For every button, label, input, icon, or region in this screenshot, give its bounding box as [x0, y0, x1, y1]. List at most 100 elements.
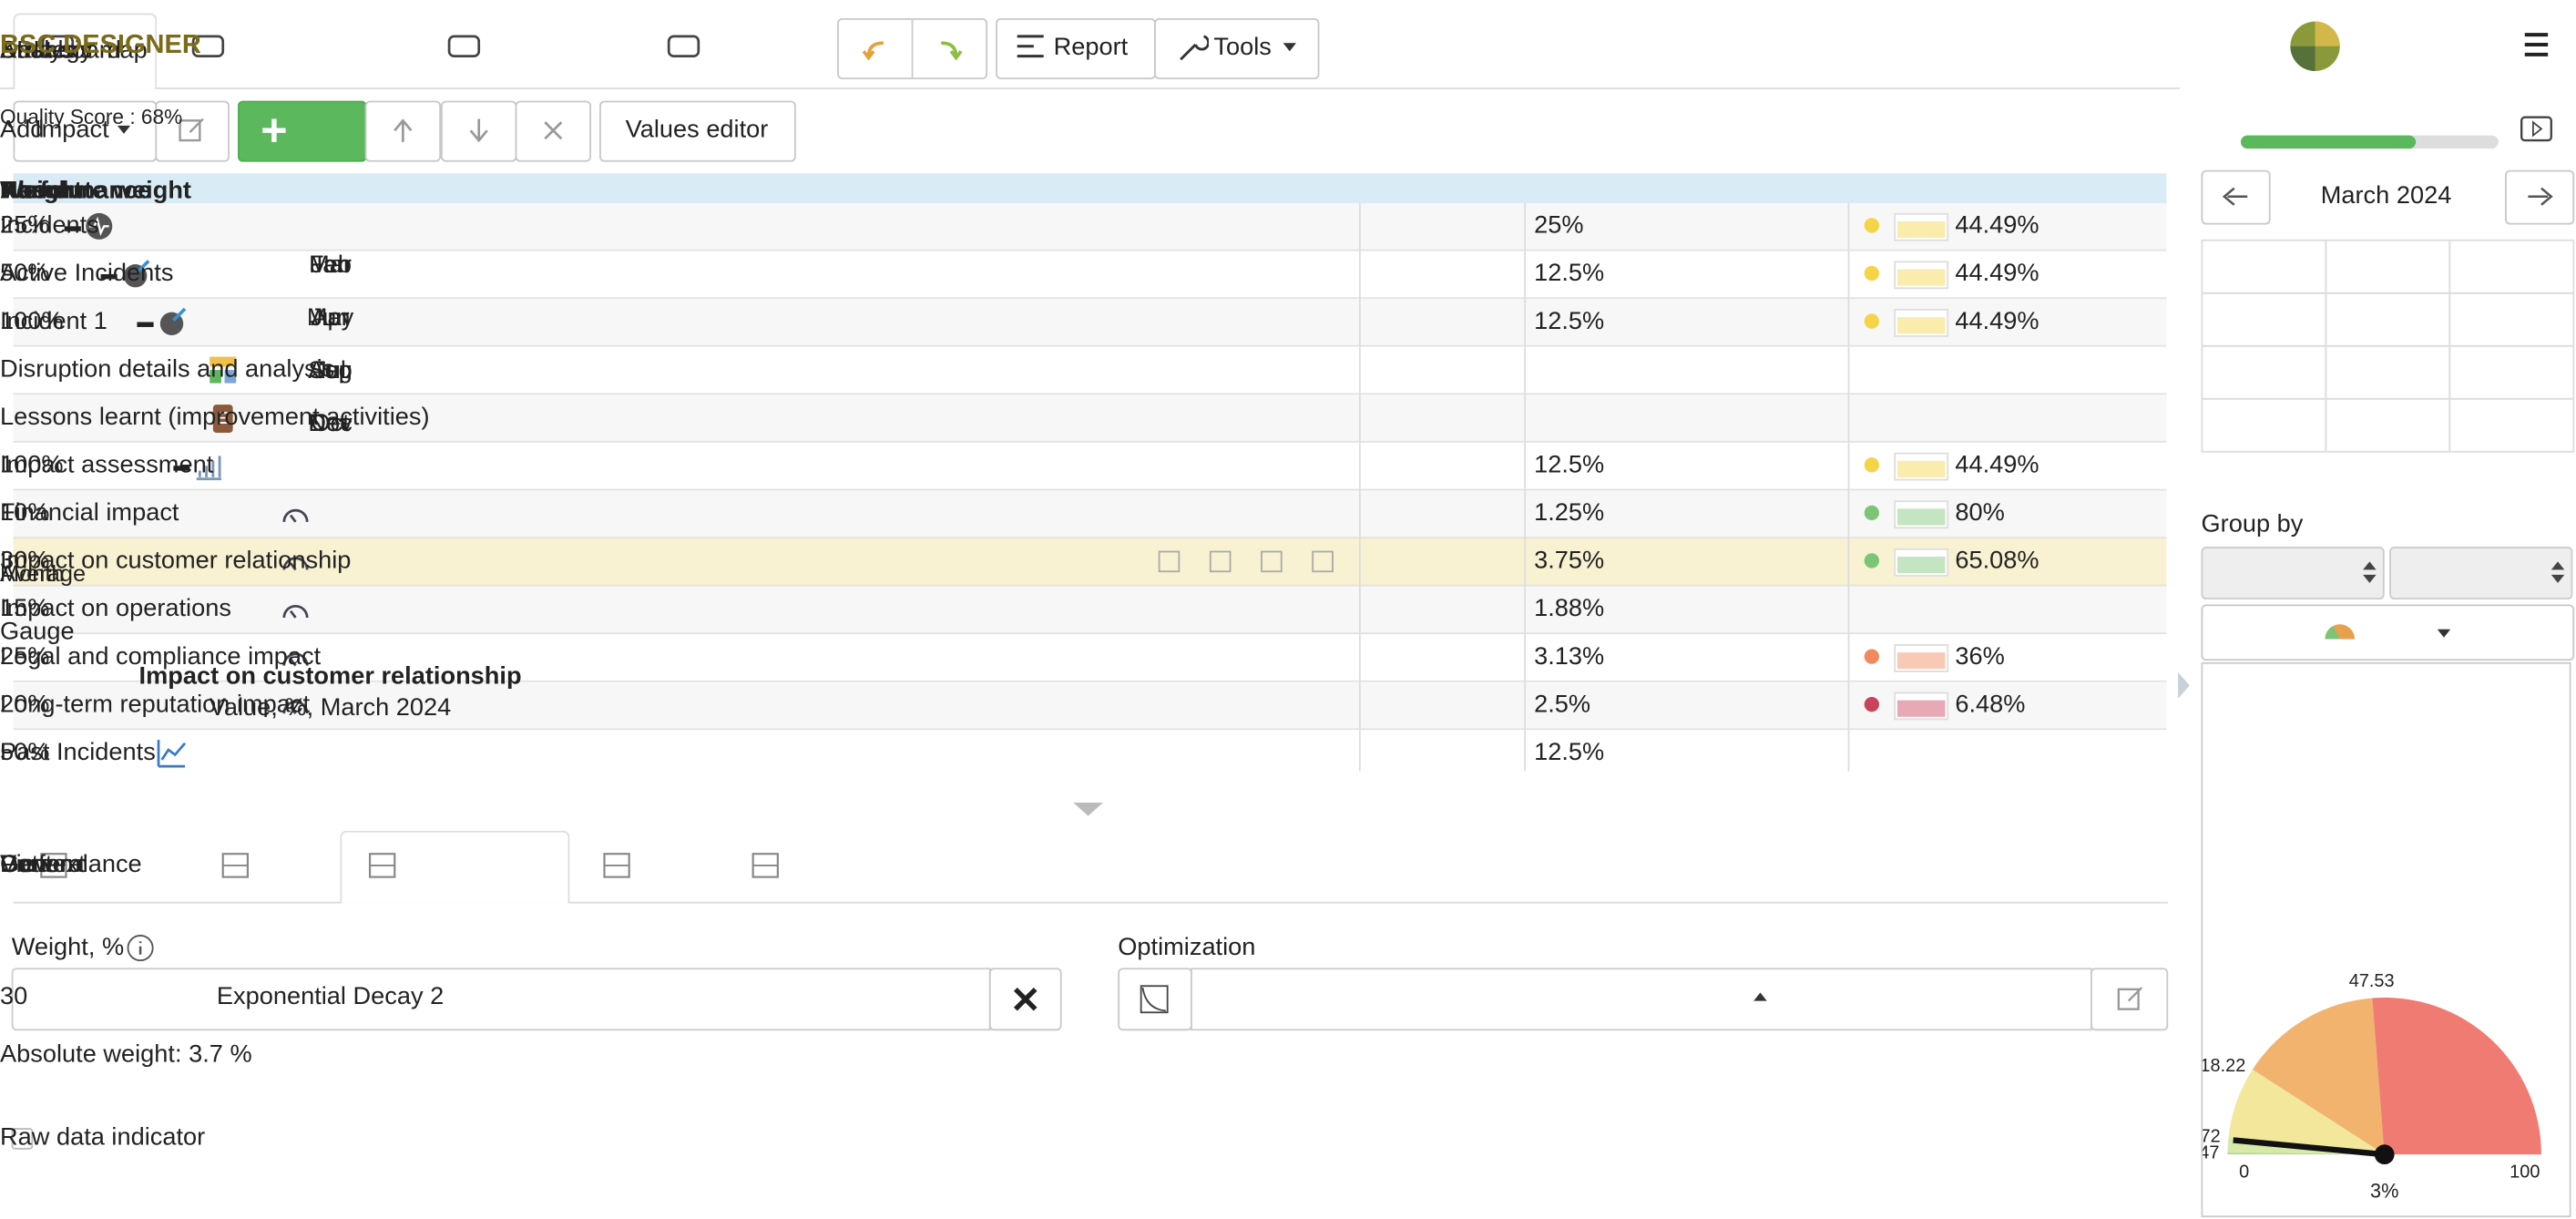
report-btn[interactable]	[996, 17, 1156, 80]
period: March 2024	[2320, 181, 2452, 210]
month: Apr	[311, 303, 350, 333]
row-absolute-weight: 1.25%	[1534, 498, 1605, 528]
month-cell[interactable]	[2325, 397, 2451, 453]
select[interactable]	[2389, 547, 2573, 600]
next-icon	[2528, 187, 2553, 206]
tools-label: Tools	[1213, 33, 1272, 62]
row-name: Past Incidents	[0, 738, 156, 767]
perf-bar-frame	[1894, 643, 1949, 672]
tools-icon	[1180, 35, 1209, 61]
edit-icon	[179, 118, 204, 142]
row-name: Disruption details and analysis	[0, 354, 335, 384]
month-cell[interactable]	[2325, 239, 2451, 294]
values-editor-btn[interactable]	[599, 100, 796, 162]
month-cell[interactable]	[2325, 344, 2451, 400]
row-name: Incident 1	[0, 307, 107, 336]
collapse-toggle[interactable]	[100, 273, 118, 280]
add-btn[interactable]	[238, 100, 367, 162]
perf-bar	[1896, 220, 1946, 239]
tab[interactable]: Analysis	[0, 36, 93, 65]
icon-btn[interactable]	[515, 100, 591, 162]
detail-tab[interactable]: Context	[0, 850, 86, 879]
table-row	[13, 299, 2167, 347]
tools-btn[interactable]	[1154, 17, 1320, 80]
cell-border	[1358, 202, 1361, 251]
collapse-toggle[interactable]	[137, 322, 154, 327]
cell-border	[1847, 634, 1850, 682]
row-weight: 20%	[0, 690, 50, 719]
cell-border	[1847, 251, 1850, 300]
cell-border	[1847, 490, 1850, 538]
month-cell[interactable]	[2201, 239, 2327, 294]
table-row	[13, 346, 2167, 395]
absolute-weight: Absolute weight: 3.7 %	[0, 1040, 252, 1069]
tab[interactable]: Strategy map	[0, 36, 148, 65]
caret	[1283, 43, 1297, 52]
btn-icon	[394, 118, 413, 142]
optimization-select[interactable]	[1191, 968, 2092, 1031]
row-absolute-weight: 25%	[1534, 211, 1584, 240]
detail-tab[interactable]: Performance	[0, 850, 142, 879]
impact-label: Impact	[35, 115, 109, 144]
select[interactable]	[2201, 547, 2385, 600]
tab[interactable]: Dashboard	[0, 36, 122, 65]
cell-border	[1358, 586, 1361, 635]
cell-border	[1358, 538, 1361, 587]
row-name: Long-term reputation impact	[0, 690, 311, 719]
cell-border	[1847, 681, 1850, 731]
gauge: 0 0.473.72 18.22 47.53 100 3%	[2203, 971, 2541, 1202]
detail-tab[interactable]: Data	[0, 850, 53, 879]
detail-tab[interactable]: General	[0, 850, 88, 879]
status-dot	[1864, 505, 1879, 521]
row-weight: 30%	[0, 547, 50, 575]
weight-label: Weight, %	[11, 933, 125, 962]
tab[interactable]: KPIs	[0, 36, 53, 65]
cell-border	[1524, 681, 1527, 731]
optimization-label: Optimization	[1118, 933, 1256, 962]
column-header: Name	[0, 176, 68, 205]
perf-bar-frame	[1894, 212, 1949, 241]
cell-border	[1524, 251, 1527, 300]
month-cell[interactable]	[2448, 397, 2575, 453]
row-icon	[159, 307, 187, 336]
impact-btn[interactable]	[13, 100, 158, 162]
edit-btn[interactable]	[155, 100, 230, 162]
row-absolute-weight: 12.5%	[1534, 738, 1605, 767]
perf-bar-frame	[1894, 500, 1949, 529]
gauge-threshold-label: 0.47	[2203, 1143, 2219, 1163]
month-cell[interactable]	[2201, 397, 2327, 453]
cell-border	[1524, 442, 1527, 491]
gauge-hub	[2374, 1144, 2395, 1165]
month-cell[interactable]	[2448, 292, 2575, 347]
undo-icon	[862, 41, 884, 61]
cell-border	[1524, 202, 1527, 251]
status-dot	[1864, 218, 1879, 233]
collapse-toggle[interactable]	[64, 226, 81, 231]
raw-data-label: Raw data indicator	[0, 1122, 206, 1152]
month-cell[interactable]	[2448, 344, 2575, 400]
tab-icon	[447, 35, 481, 57]
caret	[117, 125, 131, 134]
gauge-threshold-label: 47.53	[2349, 971, 2395, 991]
quality-fill	[2240, 135, 2417, 149]
month-cell[interactable]	[2325, 292, 2451, 347]
collapse-toggle[interactable]	[173, 466, 190, 471]
icon-btn[interactable]	[364, 100, 442, 162]
row-weight: 10%	[0, 498, 50, 528]
curve-btn[interactable]	[1118, 968, 1192, 1031]
month-cell[interactable]	[2448, 239, 2575, 294]
chart-type-btn[interactable]	[2201, 604, 2575, 661]
perf-bar	[1896, 460, 1946, 477]
raw-data-checkbox[interactable]	[11, 1128, 34, 1150]
report-label: Report	[1053, 33, 1129, 62]
weight-value: 30	[0, 982, 28, 1011]
month-cell[interactable]	[2201, 344, 2327, 400]
cell-border	[1358, 299, 1361, 347]
cell-border	[1358, 442, 1361, 491]
row-name: Legal and compliance impact	[0, 642, 322, 671]
month-cell[interactable]	[2201, 292, 2327, 347]
detail-tab[interactable]: View	[0, 850, 54, 879]
select-arrows	[2550, 561, 2565, 583]
